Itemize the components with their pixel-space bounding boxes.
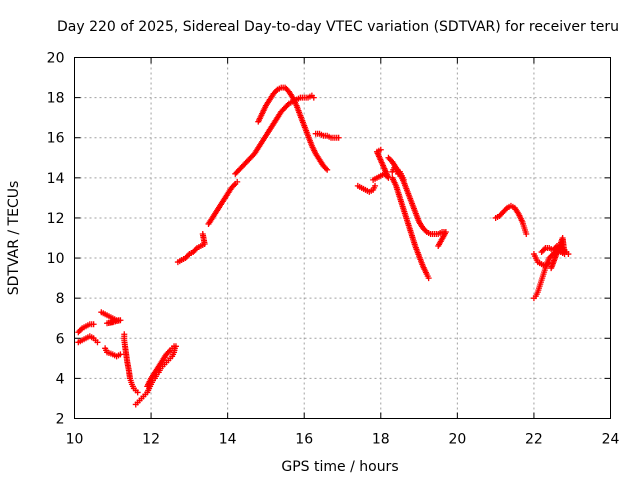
x-tick-label: 18 [372, 432, 390, 448]
data-point-marker [548, 265, 555, 272]
x-tick-label: 14 [219, 432, 237, 448]
series-track-16 [389, 174, 432, 282]
data-point-marker [502, 206, 509, 213]
data-point-marker [284, 101, 291, 108]
data-point-marker [273, 87, 280, 94]
data-point-marker [310, 94, 317, 101]
data-point-marker [422, 227, 429, 234]
series-track-17 [389, 164, 407, 183]
data-point-marker [109, 319, 116, 326]
chart-title: Day 220 of 2025, Sidereal Day-to-day VTE… [57, 19, 619, 35]
series-track-1 [75, 333, 101, 346]
y-tick-label: 4 [56, 371, 65, 387]
x-tick-label: 12 [142, 432, 160, 448]
data-point-marker [335, 134, 342, 141]
grid-lines [74, 57, 611, 419]
x-axis-label: GPS time / hours [281, 459, 398, 475]
series-track-8 [174, 230, 208, 266]
y-axis-ticks: 2 4 6 8 10 12 14 16 18 20 [47, 51, 611, 428]
y-axis-label: SDTVAR / TECUs [6, 181, 22, 296]
x-tick-label: 22 [525, 432, 543, 448]
data-point-marker [377, 146, 384, 153]
y-tick-label: 8 [56, 291, 65, 307]
data-point-marker [523, 230, 530, 237]
series-track-2 [75, 321, 97, 336]
series-track-18 [492, 202, 530, 237]
data-point-marker [165, 348, 172, 355]
y-tick-label: 20 [47, 51, 65, 67]
data-point-marker [541, 246, 548, 253]
data-point-marker [372, 182, 379, 189]
data-point-marker [117, 351, 124, 358]
series-track-20 [530, 235, 568, 302]
series-track-9 [205, 178, 241, 227]
data-point-marker [185, 252, 192, 259]
y-tick-label: 16 [47, 131, 65, 147]
data-point-marker [172, 343, 179, 350]
data-point-marker [134, 389, 141, 396]
data-point-marker [199, 230, 206, 237]
x-tick-label: 24 [602, 432, 620, 448]
x-tick-label: 20 [448, 432, 466, 448]
y-tick-label: 6 [56, 331, 65, 347]
y-tick-label: 18 [47, 91, 65, 107]
series-track-5 [121, 331, 141, 396]
series-track-6 [132, 345, 178, 408]
y-tick-label: 2 [56, 412, 65, 428]
data-point-marker [400, 176, 407, 183]
data-point-marker [435, 243, 442, 250]
series-track-3 [98, 309, 124, 327]
data-point-marker [192, 246, 199, 253]
data-point-marker [324, 166, 331, 173]
x-axis-ticks: 10 12 14 16 18 20 22 24 [66, 57, 620, 448]
data-point-marker [94, 339, 101, 346]
y-tick-label: 14 [47, 171, 65, 187]
data-point-marker [425, 275, 432, 282]
series-track-15 [385, 154, 449, 250]
series-track-12 [312, 130, 342, 141]
series-track-13 [354, 182, 379, 195]
data-point-marker [231, 182, 238, 189]
series-track-7 [144, 343, 179, 390]
x-tick-label: 16 [295, 432, 313, 448]
y-tick-label: 12 [47, 211, 65, 227]
series-track-11 [255, 84, 331, 173]
data-point-marker [90, 321, 97, 328]
series-track-14 [370, 146, 392, 183]
series-track-21 [538, 243, 572, 258]
data-points [75, 84, 572, 408]
y-tick-label: 10 [47, 251, 65, 267]
data-point-marker [77, 326, 84, 333]
x-tick-label: 10 [66, 432, 84, 448]
data-point-marker [234, 178, 241, 185]
series-track-4 [102, 345, 124, 360]
data-point-marker [565, 251, 572, 258]
plot-frame [74, 57, 611, 419]
data-point-marker [322, 165, 329, 172]
